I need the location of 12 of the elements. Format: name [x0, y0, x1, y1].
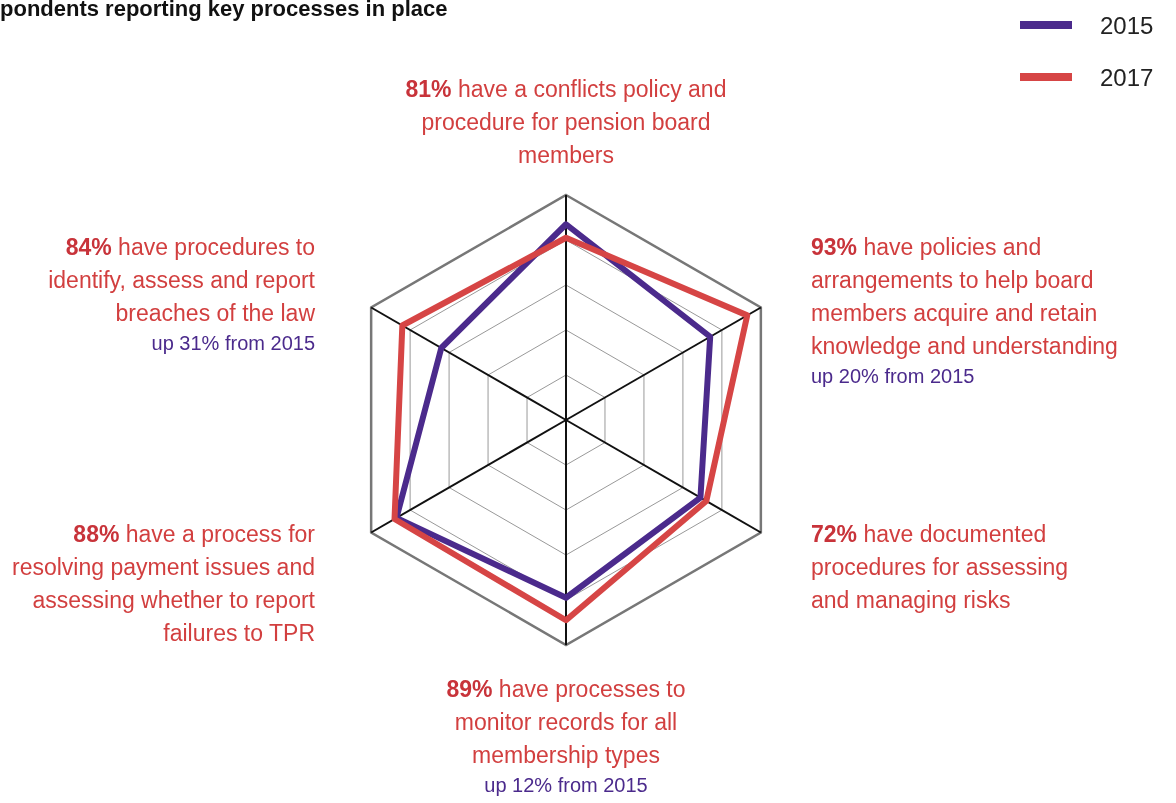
- text: up 31% from 2015: [151, 332, 315, 354]
- spoke-label: 88% have a process for resolving payment issues and assessing whether to report failures to TPR: [12, 521, 316, 646]
- legend-label: 2015: [1100, 12, 1154, 39]
- spoke-label: 81% have a conflicts policy and procedure for pension board members: [405, 76, 727, 168]
- spoke-label: 84% have procedures to identify, assess and report breaches of the law: [48, 234, 316, 326]
- chart-title: pondents reporting key processes in place: [0, 0, 448, 21]
- text: up 12% from 2015: [484, 774, 648, 796]
- spoke-label: 93% have policies and arrangements to help board members acquire and retain knowledge and understanding: [811, 234, 1118, 359]
- text: up 20% from 2015: [811, 365, 975, 387]
- spoke-label: 72% have documented procedures for assessing and managing risks: [811, 521, 1068, 613]
- spoke-label: 89% have processes to monitor records for all membership types: [446, 676, 686, 768]
- legend-label: 2017: [1100, 64, 1154, 91]
